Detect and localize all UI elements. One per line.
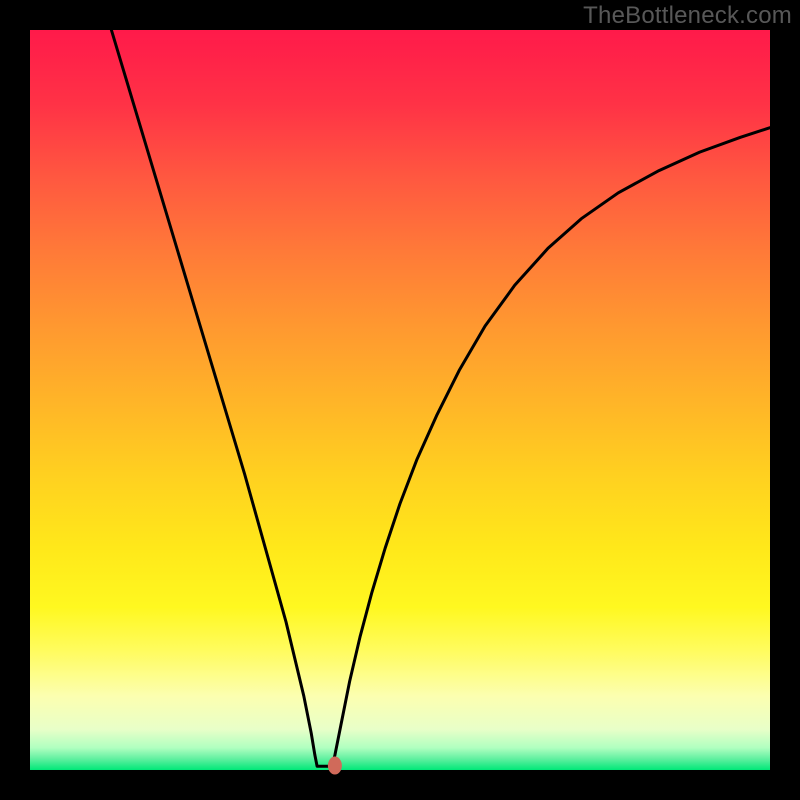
plot-area xyxy=(30,30,770,770)
bottleneck-chart xyxy=(0,0,800,800)
watermark-text: TheBottleneck.com xyxy=(583,2,792,30)
optimum-marker xyxy=(328,757,342,775)
chart-container: TheBottleneck.com xyxy=(0,0,800,800)
